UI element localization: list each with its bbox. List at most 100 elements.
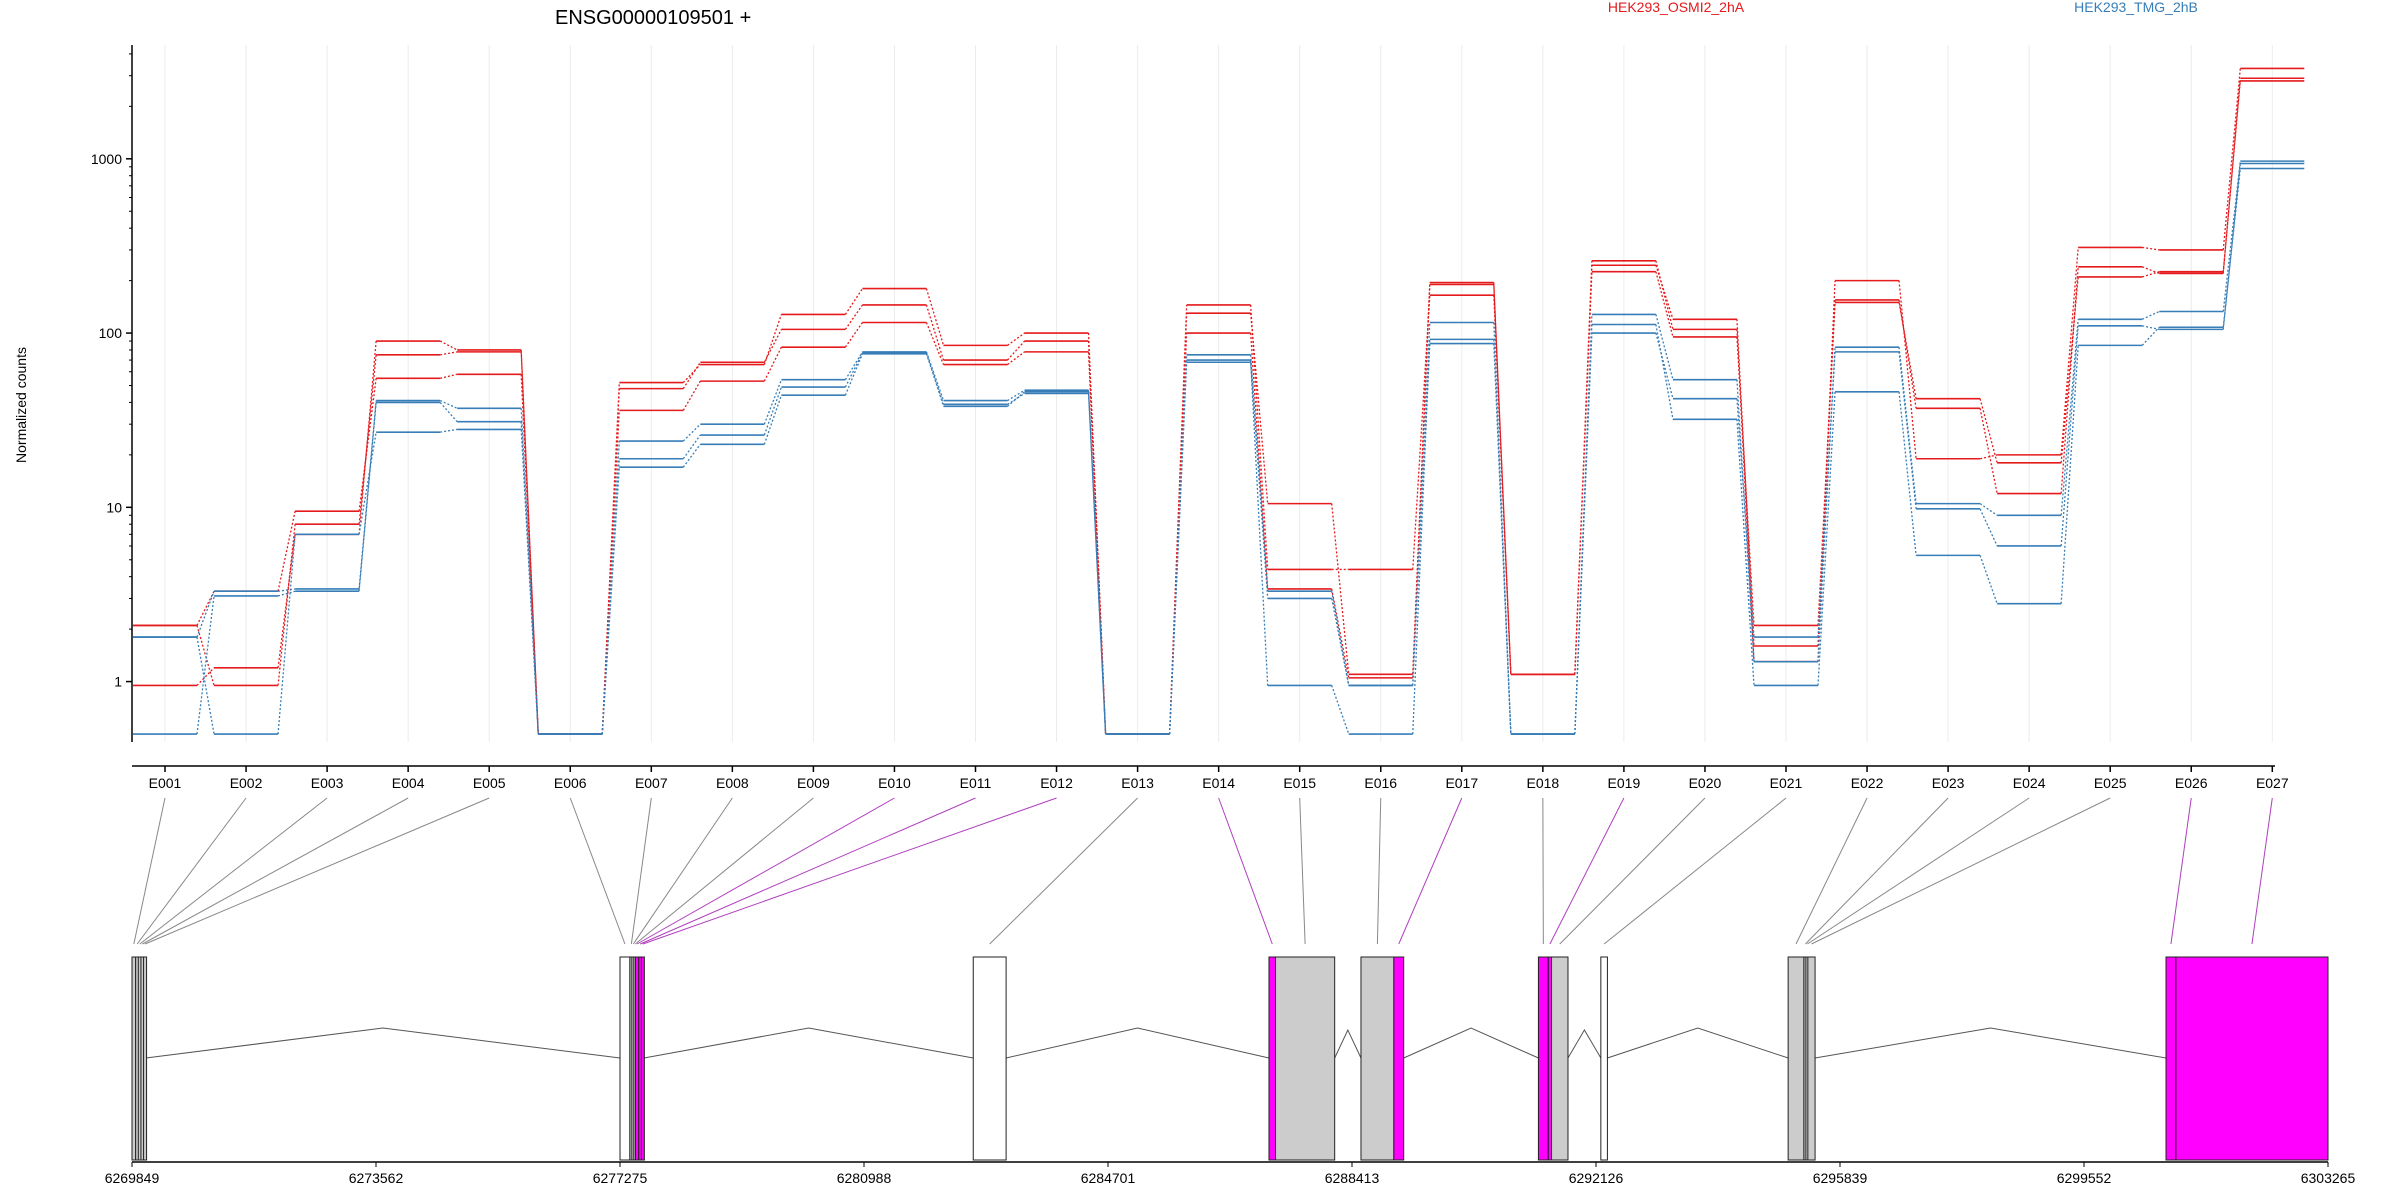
genomic-tick-label: 6299552 <box>2057 1170 2112 1186</box>
x-tick-label: E020 <box>1689 775 1722 791</box>
series-tmg-connector <box>763 386 783 436</box>
genomic-tick-label: 6303265 <box>2301 1170 2356 1186</box>
exon-connector-line <box>1376 797 1382 945</box>
exon-connector-line <box>642 797 1057 945</box>
series-osmi2-connector <box>682 364 701 384</box>
exon-connector-line <box>1603 797 1787 945</box>
genomic-tick-label: 6277275 <box>593 1170 648 1186</box>
y-tick-label: 1000 <box>91 151 122 167</box>
y-axis-label: Normalized counts <box>13 347 29 463</box>
series-osmi2-connector <box>1250 333 1269 590</box>
series-tmg-connector <box>2142 325 2160 331</box>
series-tmg-connector <box>520 429 539 735</box>
series-osmi2-connector <box>1007 351 1025 366</box>
series-tmg-connector <box>2060 319 2079 516</box>
series-tmg-connector <box>358 432 377 535</box>
x-tick-label: E025 <box>2094 775 2127 791</box>
y-tick-label: 10 <box>106 499 122 515</box>
series-tmg-connector <box>2141 310 2160 320</box>
genomic-tick-label: 6292126 <box>1569 1170 1624 1186</box>
series-osmi2-connector <box>1331 588 1350 679</box>
exon-block <box>972 956 1007 1161</box>
x-tick-label: E011 <box>960 775 992 791</box>
series-tmg-connector <box>2060 345 2079 604</box>
genomic-tick-label: 6295839 <box>1813 1170 1868 1186</box>
exon-block <box>1551 956 1569 1161</box>
exon-connector-line <box>1398 797 1463 945</box>
series-osmi2-connector <box>601 382 620 735</box>
intron-line <box>1005 1027 1270 1059</box>
series-tmg-connector <box>844 353 864 396</box>
intron-line <box>1567 1029 1602 1059</box>
x-tick-label: E027 <box>2256 775 2289 791</box>
series-tmg-connector <box>601 467 620 735</box>
exon-block <box>1787 956 1805 1161</box>
x-tick-label: E019 <box>1608 775 1641 791</box>
y-axis: 1 10 100 1000 <box>91 45 133 742</box>
series-osmi2-connector <box>277 534 296 668</box>
x-tick-label: E026 <box>2175 775 2208 791</box>
intron-line <box>1334 1028 1362 1059</box>
x-tick-label: E001 <box>149 775 182 791</box>
series-tmg-connector <box>1087 393 1107 735</box>
series-tmg-connector <box>277 590 296 597</box>
series-osmi2-connector <box>2141 266 2160 275</box>
series-osmi2-connector <box>1898 302 1917 399</box>
exon-connector-line <box>1807 797 2030 945</box>
series-osmi2-connector <box>1574 271 1593 675</box>
series-osmi2-connector <box>1007 340 1026 361</box>
exon-block <box>2175 956 2329 1161</box>
genomic-tick-label: 6284701 <box>1081 1170 1136 1186</box>
series-osmi2-connector <box>2222 68 2241 250</box>
series-tmg-connector <box>1007 392 1025 405</box>
series-tmg-connector <box>1168 362 1188 735</box>
series-osmi2-connector <box>196 590 215 626</box>
x-tick-label: E005 <box>473 775 506 791</box>
x-tick-label: E023 <box>1932 775 1965 791</box>
exon-block <box>131 956 137 1161</box>
x-tick-label: E024 <box>2013 775 2046 791</box>
exon-connector-line <box>640 797 976 945</box>
series-tmg-connector <box>1331 685 1350 735</box>
series-tmg-connector <box>1331 598 1350 686</box>
series-tmg-connector <box>439 399 458 409</box>
series-tmg-connector <box>277 534 296 735</box>
series-tmg-connector <box>1736 379 1755 662</box>
series-tmg-connector <box>1493 343 1512 735</box>
series-osmi2-connector <box>1979 454 1998 460</box>
series-osmi2-connector <box>682 380 701 411</box>
exon-connector-line <box>144 797 490 945</box>
series-osmi2-connector <box>844 288 863 315</box>
series-osmi2-connector <box>277 511 296 592</box>
intron-line <box>1403 1027 1539 1059</box>
series-osmi2-connector <box>844 304 863 330</box>
series-osmi2-connector <box>358 340 377 535</box>
series-osmi2-connector <box>277 524 296 686</box>
series-osmi2-connector <box>1250 304 1269 570</box>
x-tick-label: E015 <box>1283 775 1316 791</box>
exon-connector-line <box>1299 797 1306 945</box>
series-osmi2-connector <box>2142 246 2160 251</box>
exon-block <box>619 956 631 1161</box>
x-tick-label: E013 <box>1121 775 1154 791</box>
series-tmg-connector <box>2222 161 2241 312</box>
x-tick-label: E018 <box>1526 775 1559 791</box>
series-tmg-connector <box>1574 324 1593 735</box>
exon-connector-line <box>1218 797 1273 945</box>
series-tmg-connector <box>358 400 377 590</box>
exon-connector-line <box>989 797 1138 945</box>
genomic-tick-label: 6280988 <box>837 1170 892 1186</box>
exon-connector-line <box>634 797 814 945</box>
series-osmi2-connector <box>1979 408 1998 494</box>
vertical-gridlines <box>164 45 2273 742</box>
genomic-tick-label: 6269849 <box>105 1170 160 1186</box>
genomic-tick-label: 6288413 <box>1325 1170 1380 1186</box>
series-osmi2-connector <box>1493 284 1512 675</box>
series-tmg-connector <box>1655 314 1674 380</box>
exon-connector-line <box>636 797 895 945</box>
series-tmg-connector <box>1979 508 1998 547</box>
x-tick-label: E022 <box>1851 775 1884 791</box>
legend-entry-osmi2: HEK293_OSMI2_2hA <box>1608 0 1745 15</box>
series-osmi2-connector <box>763 346 782 382</box>
